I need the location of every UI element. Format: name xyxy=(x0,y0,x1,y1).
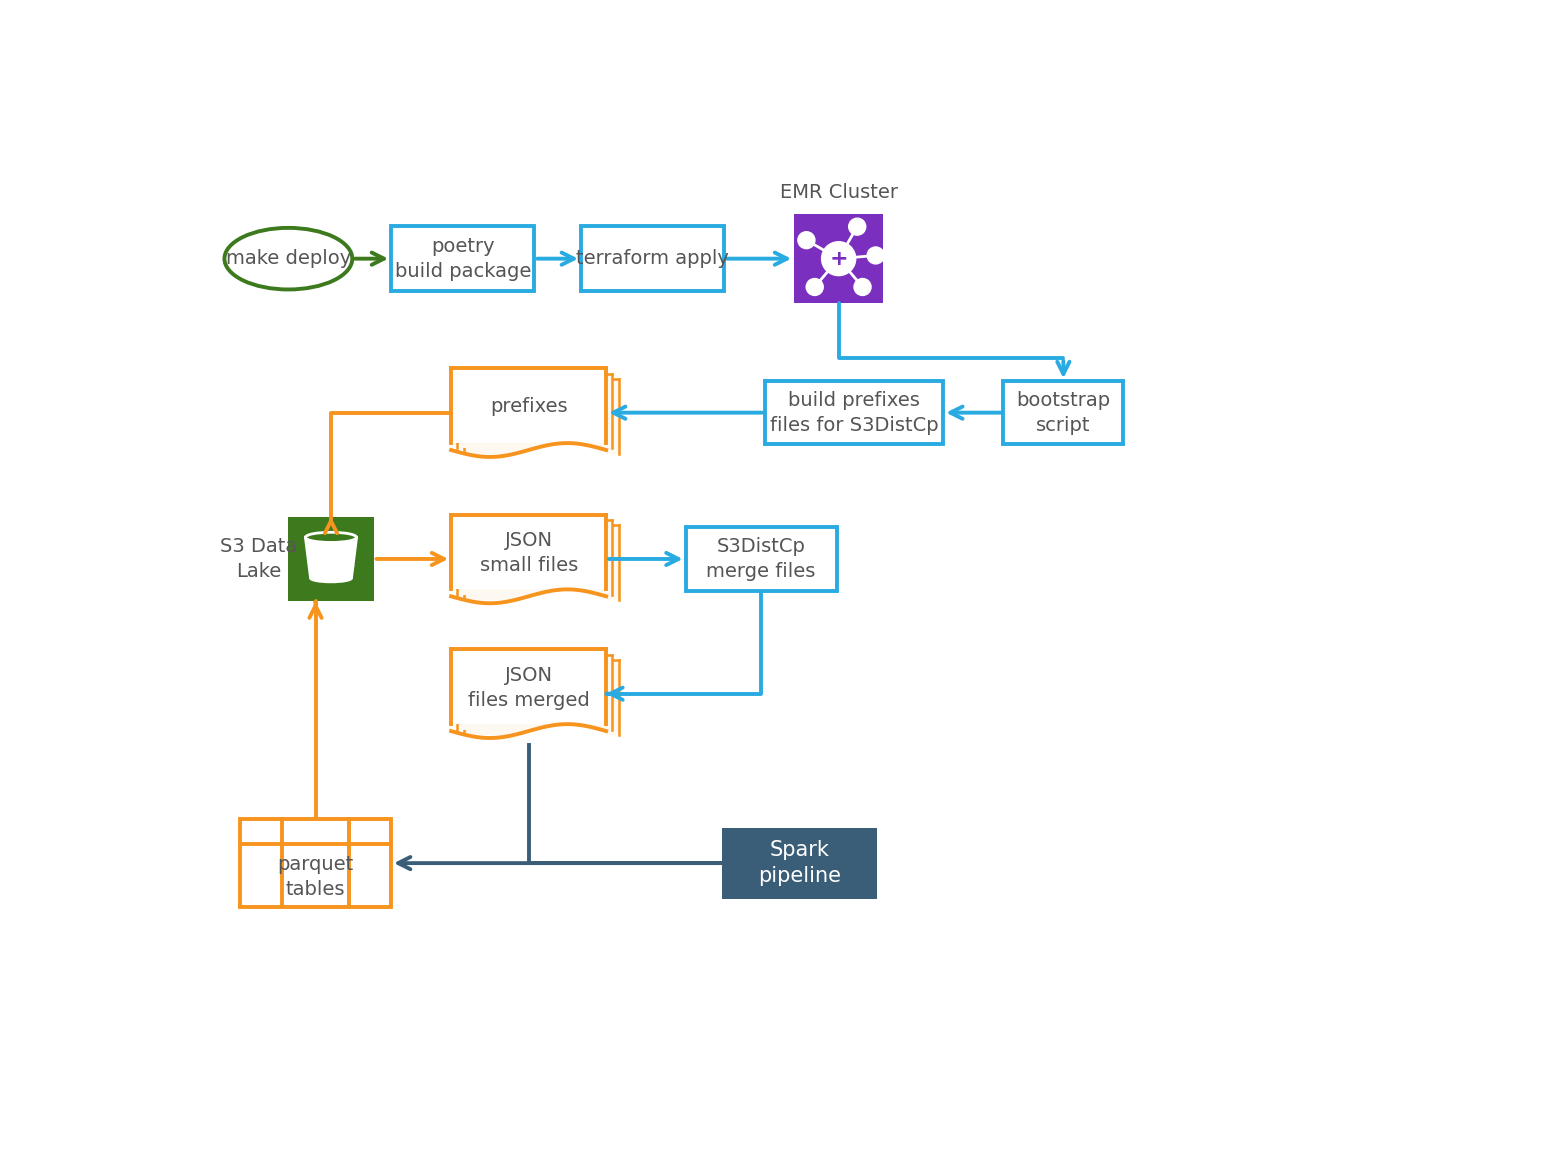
Bar xyxy=(458,520,613,594)
Bar xyxy=(722,828,877,899)
Text: parquet
tables: parquet tables xyxy=(277,854,353,899)
Bar xyxy=(794,215,883,303)
Bar xyxy=(686,527,836,591)
Text: poetry
build package: poetry build package xyxy=(394,237,531,281)
Bar xyxy=(464,380,619,454)
Text: make deploy: make deploy xyxy=(225,250,352,268)
Circle shape xyxy=(867,247,885,264)
Ellipse shape xyxy=(225,228,352,289)
Ellipse shape xyxy=(311,575,352,582)
Text: +: + xyxy=(830,248,849,268)
Ellipse shape xyxy=(305,532,356,542)
Text: JSON
files merged: JSON files merged xyxy=(467,665,589,709)
Circle shape xyxy=(853,279,871,295)
Bar xyxy=(452,368,606,444)
Text: build prefixes
files for S3DistCp: build prefixes files for S3DistCp xyxy=(771,390,938,434)
Text: JSON
small files: JSON small files xyxy=(480,531,578,575)
Text: EMR Cluster: EMR Cluster xyxy=(780,183,897,202)
Circle shape xyxy=(822,241,855,275)
Polygon shape xyxy=(305,538,356,578)
Bar xyxy=(391,226,535,291)
Bar xyxy=(289,517,374,601)
Bar xyxy=(458,655,613,729)
Text: S3DistCp
merge files: S3DistCp merge files xyxy=(706,538,816,580)
Circle shape xyxy=(797,232,814,248)
Bar xyxy=(1003,381,1124,445)
Bar xyxy=(241,819,391,908)
Bar xyxy=(452,514,606,590)
Bar xyxy=(764,381,942,445)
Circle shape xyxy=(807,279,824,295)
Bar xyxy=(581,226,724,291)
Text: Spark
pipeline: Spark pipeline xyxy=(758,839,841,886)
Text: S3 Data
Lake: S3 Data Lake xyxy=(220,538,297,580)
Text: terraform apply: terraform apply xyxy=(577,250,728,268)
Bar xyxy=(458,374,613,448)
Bar xyxy=(464,526,619,600)
Bar xyxy=(464,661,619,735)
Circle shape xyxy=(849,218,866,236)
Bar xyxy=(452,649,606,724)
Text: prefixes: prefixes xyxy=(489,397,567,416)
Text: bootstrap
script: bootstrap script xyxy=(1016,390,1110,434)
